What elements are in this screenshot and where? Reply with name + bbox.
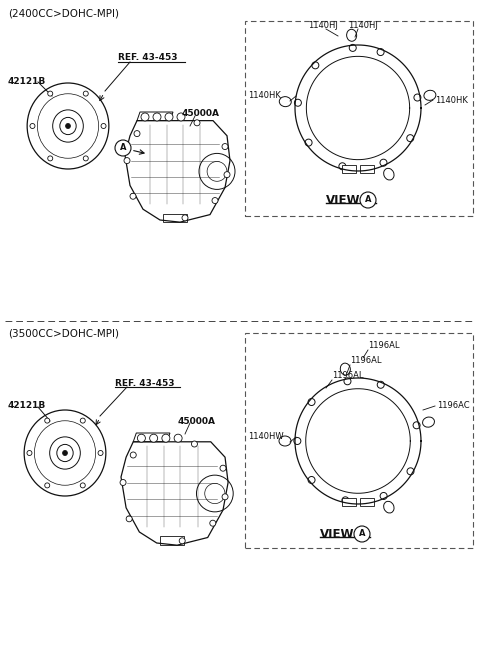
Circle shape	[48, 156, 53, 161]
Circle shape	[414, 94, 421, 101]
Text: 1196AL: 1196AL	[368, 341, 399, 350]
Circle shape	[380, 493, 387, 499]
Circle shape	[101, 123, 106, 129]
Bar	[163, 213, 187, 222]
Circle shape	[48, 91, 53, 96]
Circle shape	[83, 91, 88, 96]
Circle shape	[354, 526, 370, 542]
Circle shape	[174, 434, 182, 442]
Circle shape	[130, 452, 136, 458]
Circle shape	[162, 434, 170, 442]
Circle shape	[222, 144, 228, 150]
Bar	[342, 498, 356, 506]
Circle shape	[80, 418, 85, 423]
Text: 45000A: 45000A	[182, 110, 220, 119]
Bar	[160, 537, 184, 545]
Text: 42121B: 42121B	[8, 77, 46, 85]
Text: 45000A: 45000A	[178, 417, 216, 426]
Text: 42121B: 42121B	[8, 401, 46, 411]
Bar	[245, 21, 473, 216]
Text: 1196AL: 1196AL	[332, 371, 363, 380]
Ellipse shape	[66, 123, 71, 129]
Circle shape	[413, 422, 420, 429]
Circle shape	[179, 538, 185, 544]
Ellipse shape	[62, 451, 68, 455]
Circle shape	[177, 113, 185, 121]
Circle shape	[377, 381, 384, 388]
Circle shape	[137, 434, 145, 442]
Circle shape	[339, 163, 346, 170]
Circle shape	[308, 398, 315, 405]
Circle shape	[130, 194, 136, 199]
Text: 1140HK: 1140HK	[248, 91, 281, 100]
Bar	[342, 165, 356, 173]
Circle shape	[342, 497, 349, 504]
Text: 1140HW: 1140HW	[248, 432, 284, 441]
Text: A: A	[365, 195, 371, 205]
Text: 1140HK: 1140HK	[435, 96, 468, 105]
Circle shape	[222, 494, 228, 500]
Circle shape	[192, 441, 197, 447]
Text: 1140HJ: 1140HJ	[348, 21, 378, 30]
Circle shape	[141, 113, 149, 121]
Circle shape	[220, 465, 226, 471]
Circle shape	[98, 451, 103, 455]
Circle shape	[305, 139, 312, 146]
Circle shape	[83, 156, 88, 161]
Circle shape	[349, 45, 356, 51]
Circle shape	[30, 123, 35, 129]
Circle shape	[45, 483, 50, 488]
Circle shape	[380, 159, 387, 166]
Text: VIEW: VIEW	[320, 527, 355, 541]
Circle shape	[210, 520, 216, 526]
Text: REF. 43-453: REF. 43-453	[118, 54, 178, 62]
Circle shape	[124, 157, 130, 163]
Text: (3500CC>DOHC-MPI): (3500CC>DOHC-MPI)	[8, 328, 119, 338]
Text: VIEW: VIEW	[326, 194, 360, 207]
Circle shape	[120, 480, 126, 485]
Circle shape	[312, 62, 319, 69]
Circle shape	[194, 120, 200, 126]
Circle shape	[294, 438, 301, 445]
Circle shape	[45, 418, 50, 423]
Circle shape	[27, 451, 32, 455]
Circle shape	[308, 476, 315, 483]
Circle shape	[377, 49, 384, 56]
Circle shape	[407, 134, 414, 142]
Bar	[360, 498, 374, 506]
Circle shape	[165, 113, 173, 121]
Circle shape	[224, 172, 230, 178]
Text: REF. 43-453: REF. 43-453	[115, 380, 175, 388]
Circle shape	[153, 113, 161, 121]
Bar	[245, 333, 473, 548]
Circle shape	[360, 192, 376, 208]
Text: (2400CC>DOHC-MPI): (2400CC>DOHC-MPI)	[8, 8, 119, 18]
Circle shape	[134, 131, 140, 136]
Text: 1196AL: 1196AL	[350, 356, 382, 365]
Circle shape	[150, 434, 157, 442]
Circle shape	[212, 197, 218, 203]
Circle shape	[182, 215, 188, 221]
Text: 1140HJ: 1140HJ	[308, 21, 338, 30]
Circle shape	[294, 99, 301, 106]
Circle shape	[126, 516, 132, 522]
Circle shape	[115, 140, 131, 156]
Text: 1196AC: 1196AC	[437, 401, 469, 410]
Text: A: A	[120, 144, 126, 152]
Bar	[360, 165, 374, 173]
Circle shape	[80, 483, 85, 488]
Circle shape	[344, 378, 351, 385]
Text: A: A	[359, 529, 365, 539]
Circle shape	[407, 468, 414, 475]
